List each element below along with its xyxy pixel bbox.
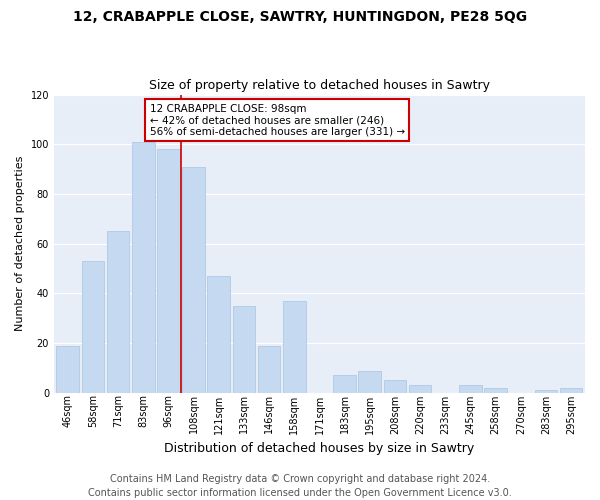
Bar <box>182 166 205 393</box>
Bar <box>233 306 255 393</box>
Text: Contains HM Land Registry data © Crown copyright and database right 2024.
Contai: Contains HM Land Registry data © Crown c… <box>88 474 512 498</box>
Bar <box>535 390 557 393</box>
Bar <box>358 370 381 393</box>
Bar <box>157 150 180 393</box>
Bar <box>283 301 305 393</box>
Bar <box>107 232 130 393</box>
Bar <box>56 346 79 393</box>
Bar <box>334 376 356 393</box>
Bar <box>132 142 155 393</box>
Bar <box>484 388 507 393</box>
Bar <box>409 386 431 393</box>
Bar <box>560 388 583 393</box>
Bar <box>459 386 482 393</box>
Bar <box>383 380 406 393</box>
Title: Size of property relative to detached houses in Sawtry: Size of property relative to detached ho… <box>149 79 490 92</box>
Text: 12 CRABAPPLE CLOSE: 98sqm
← 42% of detached houses are smaller (246)
56% of semi: 12 CRABAPPLE CLOSE: 98sqm ← 42% of detac… <box>149 104 404 136</box>
X-axis label: Distribution of detached houses by size in Sawtry: Distribution of detached houses by size … <box>164 442 475 455</box>
Text: 12, CRABAPPLE CLOSE, SAWTRY, HUNTINGDON, PE28 5QG: 12, CRABAPPLE CLOSE, SAWTRY, HUNTINGDON,… <box>73 10 527 24</box>
Y-axis label: Number of detached properties: Number of detached properties <box>15 156 25 332</box>
Bar <box>258 346 280 393</box>
Bar <box>208 276 230 393</box>
Bar <box>82 261 104 393</box>
